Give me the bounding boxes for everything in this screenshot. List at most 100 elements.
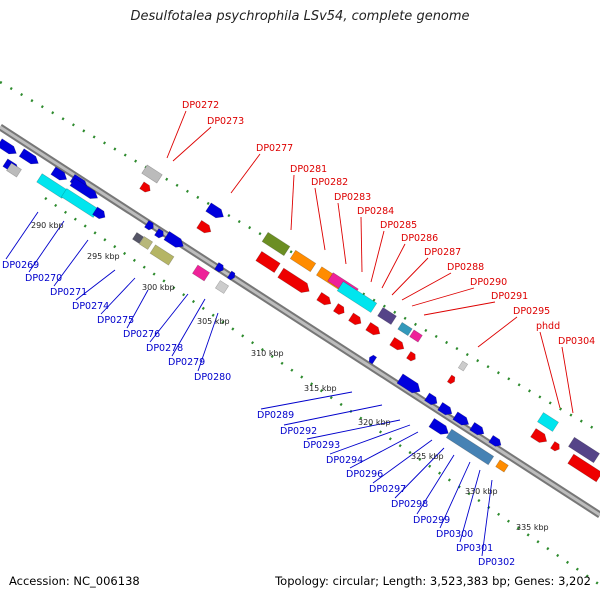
gene-label[interactable]: DP0297 bbox=[369, 484, 406, 495]
gene-label[interactable]: DP0304 bbox=[558, 336, 595, 347]
gene-feature bbox=[18, 148, 39, 165]
scale-label: 330 kbp bbox=[465, 487, 498, 496]
gene-label[interactable]: DP0280 bbox=[194, 372, 231, 383]
scale-label: 335 kbp bbox=[516, 523, 549, 532]
gene-feature bbox=[154, 228, 164, 239]
gene-feature bbox=[69, 177, 99, 199]
gene-feature bbox=[446, 374, 456, 385]
gene-feature bbox=[428, 417, 449, 435]
gene-label[interactable]: DP0281 bbox=[290, 164, 327, 175]
gene-feature bbox=[389, 337, 405, 351]
gene-feature bbox=[567, 453, 600, 483]
gene-label[interactable]: DP0290 bbox=[470, 277, 507, 288]
leader-line bbox=[197, 312, 219, 372]
scale-label: 315 kbp bbox=[304, 384, 337, 393]
gene-label[interactable]: DP0283 bbox=[334, 192, 371, 203]
leader-line bbox=[439, 461, 471, 529]
gene-label[interactable]: DP0278 bbox=[146, 343, 183, 354]
gene-label[interactable]: DP0273 bbox=[207, 116, 244, 127]
accession-text: Accession: NC_006138 bbox=[9, 574, 140, 588]
gene-label[interactable]: DP0277 bbox=[256, 143, 293, 154]
gene-label[interactable]: DP0289 bbox=[257, 410, 294, 421]
gene-feature bbox=[397, 321, 413, 337]
gene-label[interactable]: DP0274 bbox=[72, 301, 109, 312]
leader-line bbox=[283, 404, 383, 426]
leader-line bbox=[171, 298, 206, 357]
leader-line bbox=[314, 187, 326, 251]
gene-label[interactable]: DP0300 bbox=[436, 529, 473, 540]
gene-feature bbox=[469, 422, 485, 436]
gene-label[interactable]: DP0269 bbox=[2, 260, 39, 271]
leader-line bbox=[329, 424, 411, 455]
leader-line bbox=[477, 316, 518, 348]
gene-feature bbox=[50, 166, 68, 181]
leader-line bbox=[337, 202, 347, 265]
gene-label[interactable]: DP0291 bbox=[491, 291, 528, 302]
gene-label[interactable]: DP0296 bbox=[346, 469, 383, 480]
gene-feature bbox=[568, 436, 600, 464]
gene-label[interactable]: DP0293 bbox=[303, 440, 340, 451]
gene-label[interactable]: DP0292 bbox=[280, 426, 317, 437]
gene-label[interactable]: DP0275 bbox=[97, 315, 134, 326]
gene-label[interactable]: DP0294 bbox=[326, 455, 363, 466]
leader-line bbox=[149, 293, 189, 343]
gene-label[interactable]: DP0295 bbox=[513, 306, 550, 317]
gene-label[interactable]: DP0282 bbox=[311, 177, 348, 188]
scale-label: 295 kbp bbox=[87, 252, 120, 261]
gene-label[interactable]: DP0272 bbox=[182, 100, 219, 111]
leader-line bbox=[481, 479, 493, 557]
leader-line bbox=[360, 216, 363, 273]
gene-label[interactable]: phdd bbox=[536, 321, 560, 332]
gene-feature bbox=[488, 434, 502, 447]
gene-label[interactable]: DP0298 bbox=[391, 499, 428, 510]
gene-feature bbox=[60, 188, 100, 218]
gene-feature bbox=[191, 264, 211, 282]
gene-feature bbox=[332, 303, 345, 315]
gene-label[interactable]: DP0302 bbox=[478, 557, 515, 568]
gene-label[interactable]: DP0276 bbox=[123, 329, 160, 340]
gene-label[interactable]: DP0288 bbox=[447, 262, 484, 273]
gene-feature bbox=[261, 231, 291, 257]
gene-label[interactable]: DP0279 bbox=[168, 357, 205, 368]
leader-line bbox=[381, 243, 406, 289]
scale-label: 325 kbp bbox=[411, 452, 444, 461]
leader-line bbox=[423, 301, 496, 316]
gene-label[interactable]: DP0284 bbox=[357, 206, 394, 217]
gene-feature bbox=[452, 411, 470, 426]
leader-line bbox=[561, 346, 574, 414]
gene-feature bbox=[0, 138, 17, 155]
scale-labels: 290 kbp 295 kbp 300 kbp 305 kbp 310 kbp 315 k… bbox=[31, 221, 549, 532]
gene-feature bbox=[139, 181, 151, 193]
leader-line bbox=[401, 272, 452, 301]
gene-label[interactable]: DP0271 bbox=[50, 287, 87, 298]
gene-feature bbox=[144, 220, 154, 231]
gene-label[interactable]: DP0287 bbox=[424, 247, 461, 258]
leader-line bbox=[306, 419, 401, 440]
gene-feature bbox=[196, 220, 212, 234]
gene-feature bbox=[149, 244, 175, 266]
gene-feature bbox=[348, 312, 362, 326]
gene-feature bbox=[141, 164, 163, 184]
gene-feature bbox=[457, 360, 469, 372]
leader-line bbox=[349, 431, 419, 469]
leader-line bbox=[372, 439, 433, 484]
gene-label[interactable]: DP0285 bbox=[380, 220, 417, 231]
gene-label[interactable]: DP0299 bbox=[413, 515, 450, 526]
gene-label[interactable]: DP0270 bbox=[25, 273, 62, 284]
leader-line bbox=[459, 469, 481, 543]
genome-backbone bbox=[0, 124, 600, 518]
gene-label[interactable]: DP0301 bbox=[456, 543, 493, 554]
scale-label: 290 kbp bbox=[31, 221, 64, 230]
gene-feature bbox=[530, 428, 548, 443]
gene-label[interactable]: DP0286 bbox=[401, 233, 438, 244]
leader-line bbox=[260, 391, 353, 410]
gene-feature bbox=[396, 373, 421, 394]
gene-feature bbox=[537, 412, 559, 432]
gene-feature bbox=[6, 162, 22, 178]
gene-labels: DP0272 DP0273 DP0277 DP0281 DP0282 DP0283 DP02… bbox=[2, 100, 595, 568]
gene-feature bbox=[409, 329, 423, 343]
gene-feature bbox=[406, 351, 416, 362]
gene-feature bbox=[445, 428, 495, 466]
leader-line bbox=[411, 287, 475, 307]
